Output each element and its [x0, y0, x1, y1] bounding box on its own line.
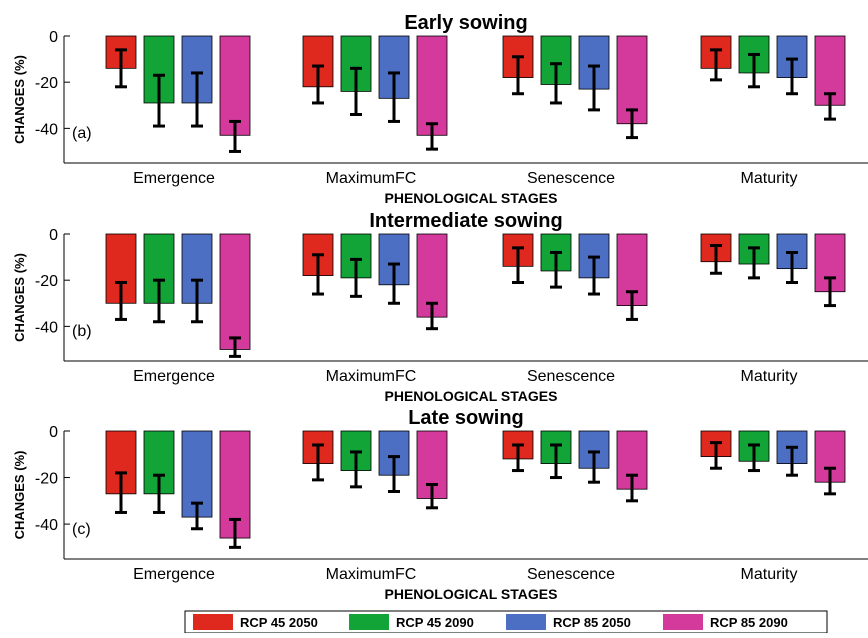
panel-2-category-label-2: MaximumFC [326, 368, 417, 385]
panel-3-bar-3-2 [378, 430, 410, 476]
panel-1-y-tick-label: -20 [35, 75, 58, 92]
panel-3-y-tick-label: -20 [35, 471, 58, 488]
panel-2-title: Intermediate sowing [369, 210, 562, 232]
panel-3-x-axis-label: PHENOLOGICAL STAGES [385, 586, 558, 602]
panel-1-y-tick-label: 0 [49, 29, 58, 46]
panel-3-panel-label: (c) [72, 521, 91, 538]
panel-3-category-label-4: Maturity [741, 566, 798, 583]
panel-3-y-tick-label: 0 [49, 424, 58, 441]
panel-2-category-label-4: Maturity [741, 368, 798, 385]
panel-1-y-tick-label: -40 [35, 121, 58, 138]
panel-1-title: Early sowing [404, 12, 527, 34]
panel-2-bar-4-1 [219, 233, 251, 350]
panel-2-y-axis-label: CHANGES (%) [12, 253, 27, 342]
panel-1-category-label-2: MaximumFC [326, 170, 417, 187]
panel-1-category-label-3: Senescence [527, 170, 615, 187]
legend-label-3: RCP 85 2050 [553, 615, 631, 630]
legend-label-1: RCP 45 2050 [240, 615, 318, 630]
panel-3-category-label-1: Emergence [133, 566, 215, 583]
legend-label-4: RCP 85 2090 [710, 615, 788, 630]
panel-2-category-label-3: Senescence [527, 368, 615, 385]
panel-2-y-tick-label: -20 [35, 273, 58, 290]
panel-1-category-label-4: Maturity [741, 170, 798, 187]
panel-1-y-axis-label: CHANGES (%) [12, 55, 27, 144]
panel-2-panel-label: (b) [72, 323, 92, 340]
panel-2-y-tick-label: 0 [49, 227, 58, 244]
panel-3-y-axis-label: CHANGES (%) [12, 451, 27, 540]
panel-2-category-label-1: Emergence [133, 368, 215, 385]
panel-1-bar-4-1 [219, 35, 251, 136]
legend-label-2: RCP 45 2090 [396, 615, 474, 630]
panel-3-category-label-2: MaximumFC [326, 566, 417, 583]
legend-swatch-4 [663, 614, 703, 630]
panel-3-y-tick-label: -40 [35, 517, 58, 534]
panel-1-bar-4-2 [416, 35, 448, 136]
panel-3-category-label-3: Senescence [527, 566, 615, 583]
panel-1-panel-label: (a) [72, 125, 92, 142]
panel-1-x-axis-label: PHENOLOGICAL STAGES [385, 190, 558, 206]
legend-swatch-2 [349, 614, 389, 630]
panel-3-title: Late sowing [408, 407, 524, 429]
legend-swatch-1 [193, 614, 233, 630]
panel-2-x-axis-label: PHENOLOGICAL STAGES [385, 388, 558, 404]
legend-swatch-3 [506, 614, 546, 630]
panel-1-category-label-1: Emergence [133, 170, 215, 187]
panel-2-y-tick-label: -40 [35, 319, 58, 336]
